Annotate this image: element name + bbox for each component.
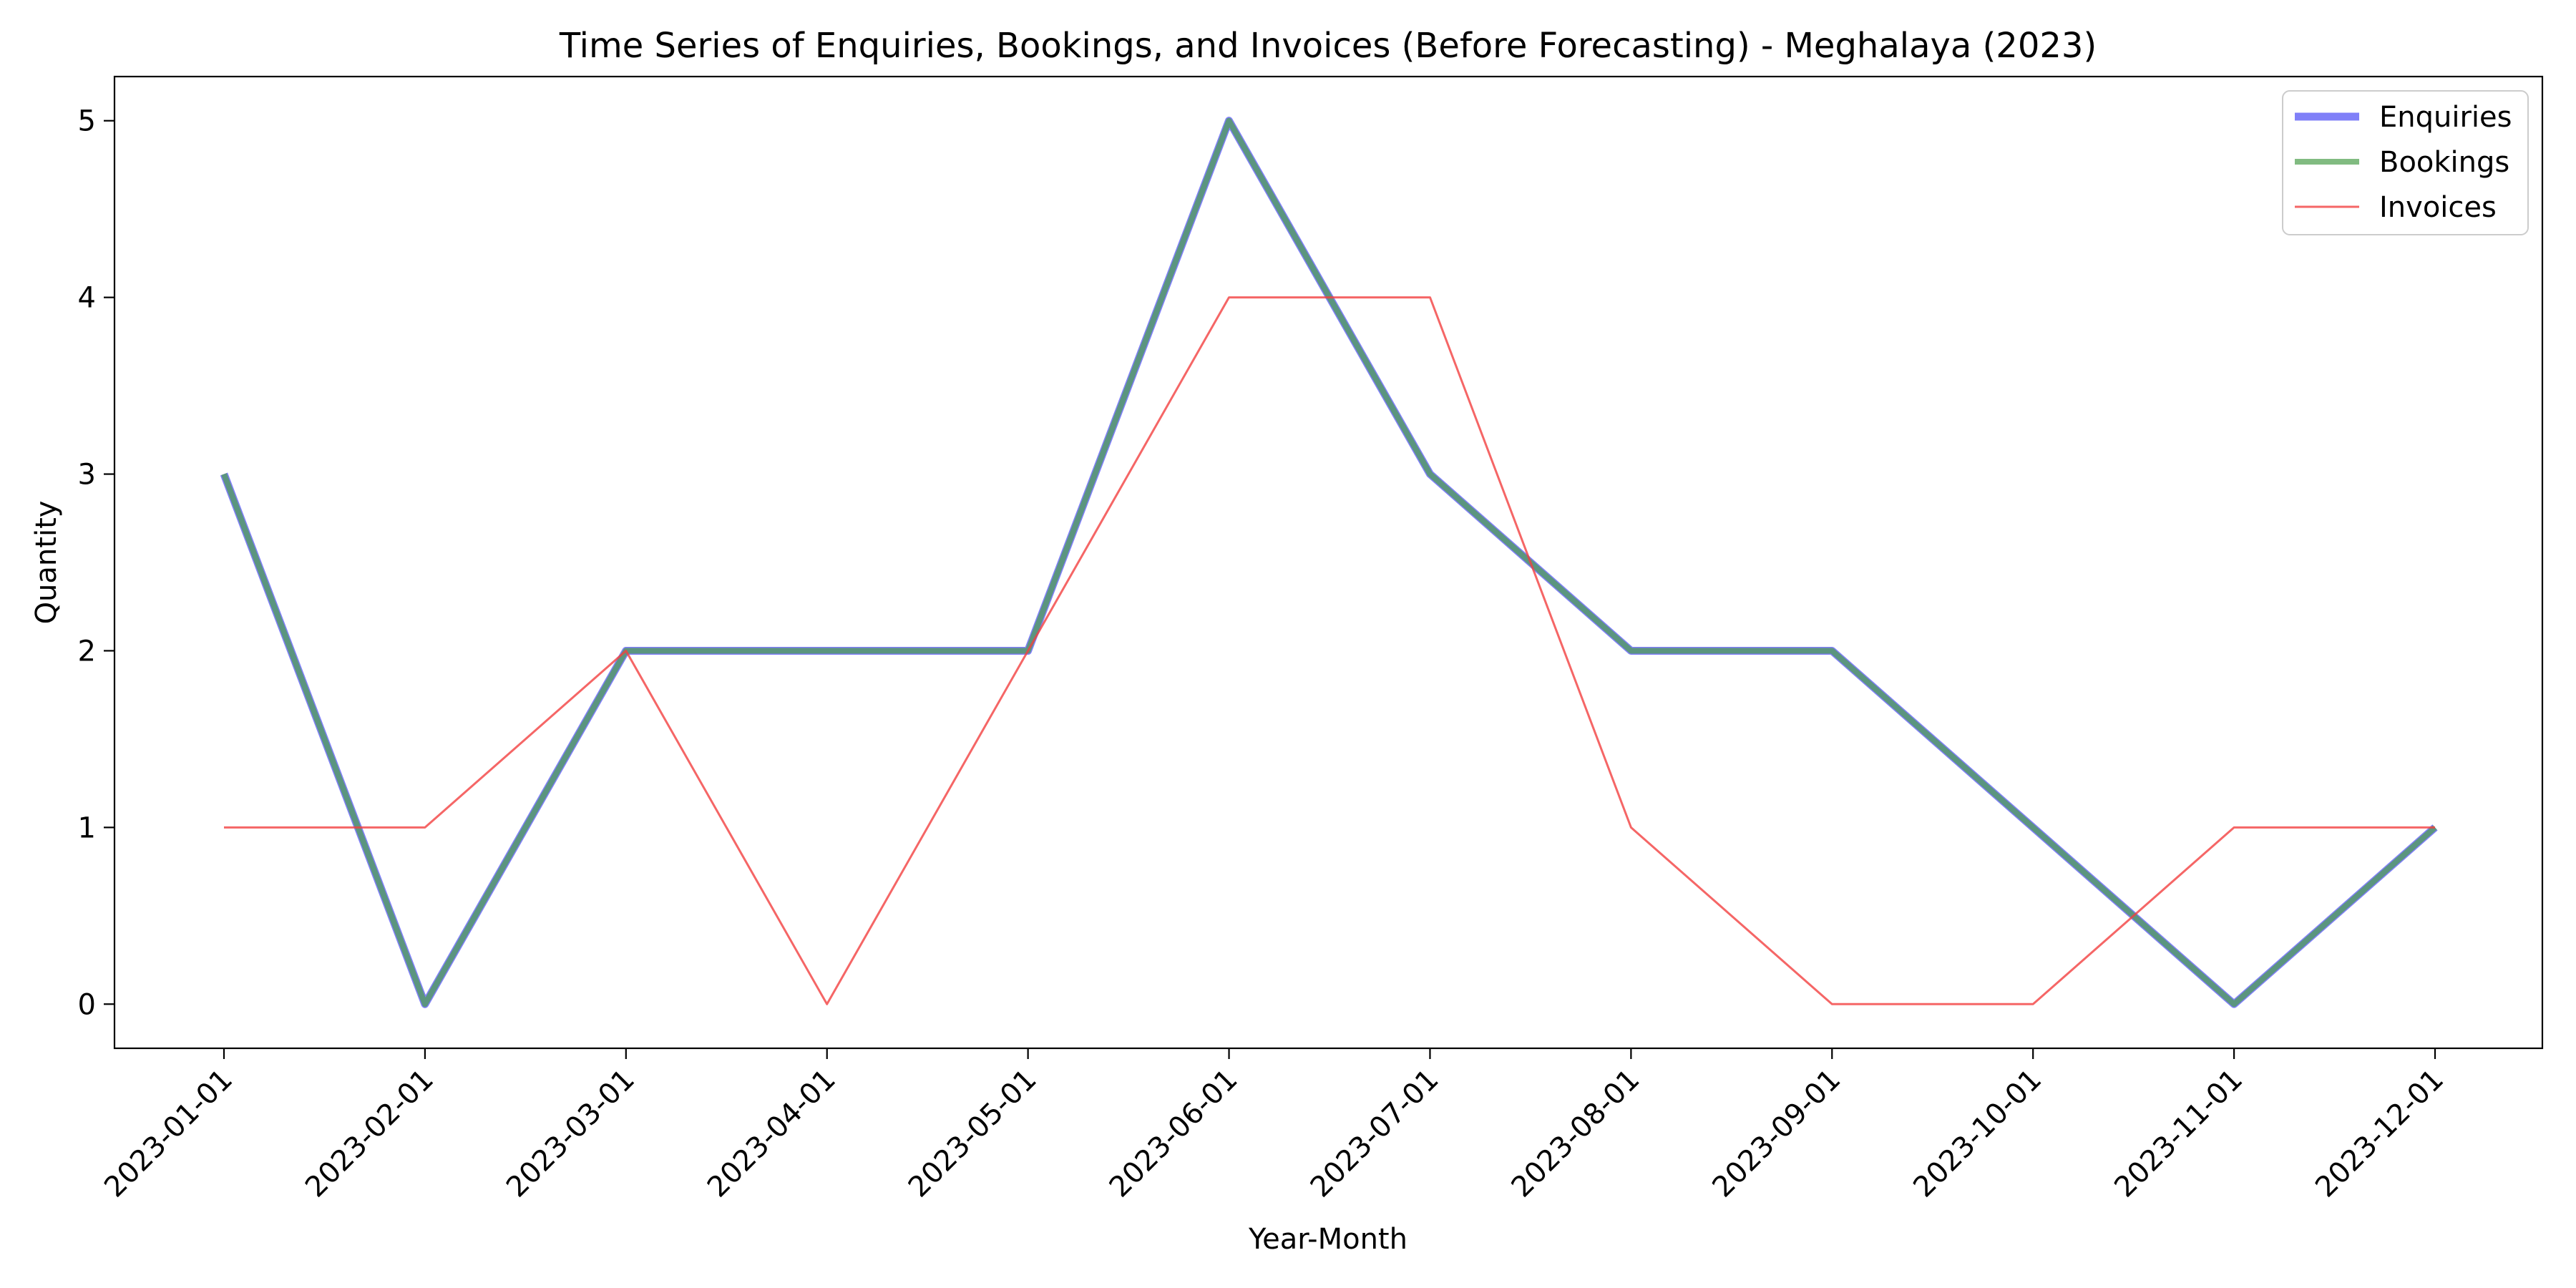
y-tick-label: 5: [78, 105, 96, 138]
y-tick-label: 4: [78, 282, 96, 315]
y-tick-label: 1: [78, 811, 96, 844]
y-axis-label: Quantity: [30, 501, 63, 625]
y-tick-label: 2: [78, 635, 96, 668]
y-tick-label: 0: [78, 988, 96, 1021]
legend: Enquiries Bookings Invoices: [2282, 90, 2529, 235]
plot-frame: [113, 75, 2544, 1050]
legend-label-invoices: Invoices: [2379, 191, 2497, 224]
chart-title: Time Series of Enquiries, Bookings, and …: [559, 26, 2097, 66]
legend-label-bookings: Bookings: [2379, 146, 2509, 179]
x-axis-label: Year-Month: [1248, 1223, 1407, 1256]
legend-label-enquiries: Enquiries: [2379, 101, 2512, 134]
y-tick-label: 3: [78, 459, 96, 492]
legend-box: [2282, 90, 2529, 235]
series-line-invoices: [224, 296, 2435, 1005]
